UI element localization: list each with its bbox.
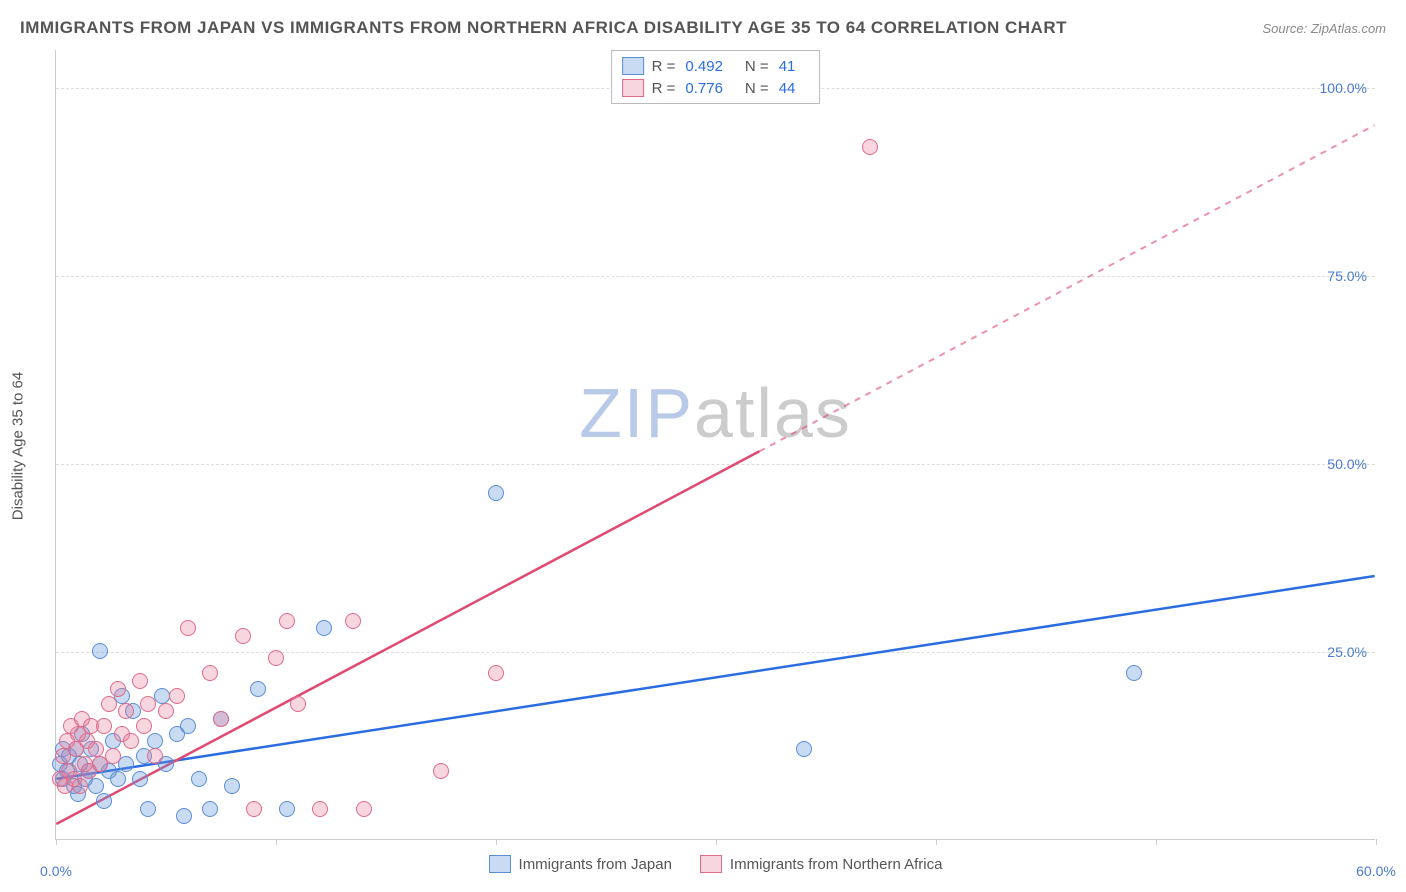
legend-label-japan: Immigrants from Japan [519, 856, 672, 873]
x-tick [496, 839, 497, 845]
point-nafrica [862, 139, 878, 155]
correlation-stats-legend: R = 0.492 N = 41 R = 0.776 N = 44 [611, 50, 821, 104]
x-tick-label: 0.0% [40, 863, 72, 879]
point-japan [132, 771, 148, 787]
point-japan [180, 718, 196, 734]
regression-lines [56, 50, 1375, 839]
swatch-japan-icon [622, 57, 644, 75]
chart-title: IMMIGRANTS FROM JAPAN VS IMMIGRANTS FROM… [20, 18, 1067, 38]
point-japan [279, 801, 295, 817]
point-japan [191, 771, 207, 787]
point-nafrica [158, 703, 174, 719]
point-nafrica [105, 748, 121, 764]
title-bar: IMMIGRANTS FROM JAPAN VS IMMIGRANTS FROM… [20, 18, 1386, 38]
point-nafrica [147, 748, 163, 764]
point-nafrica [290, 696, 306, 712]
point-nafrica [180, 620, 196, 636]
point-nafrica [279, 613, 295, 629]
point-japan [796, 741, 812, 757]
n-value-1: 41 [779, 58, 796, 75]
x-tick [1156, 839, 1157, 845]
point-nafrica [140, 696, 156, 712]
x-tick [56, 839, 57, 845]
point-japan [140, 801, 156, 817]
series-legend: Immigrants from Japan Immigrants from No… [489, 855, 943, 873]
point-nafrica [110, 681, 126, 697]
y-axis-label: Disability Age 35 to 64 [10, 372, 27, 520]
point-japan [1126, 665, 1142, 681]
point-japan [488, 485, 504, 501]
point-japan [88, 778, 104, 794]
r-label: R = [652, 80, 676, 97]
legend-label-nafrica: Immigrants from Northern Africa [730, 856, 943, 873]
stats-row-series-1: R = 0.492 N = 41 [622, 55, 810, 77]
point-nafrica [433, 763, 449, 779]
point-nafrica [72, 778, 88, 794]
x-tick [1376, 839, 1377, 845]
r-value-1: 0.492 [685, 58, 723, 75]
point-nafrica [169, 688, 185, 704]
point-japan [147, 733, 163, 749]
x-tick-label: 60.0% [1356, 863, 1396, 879]
point-japan [110, 771, 126, 787]
r-label: R = [652, 58, 676, 75]
point-nafrica [235, 628, 251, 644]
scatter-plot-area: ZIPatlas R = 0.492 N = 41 R = 0.776 N = … [55, 50, 1375, 840]
point-japan [176, 808, 192, 824]
n-label: N = [745, 80, 769, 97]
point-nafrica [356, 801, 372, 817]
x-tick [276, 839, 277, 845]
x-tick [716, 839, 717, 845]
x-tick [936, 839, 937, 845]
point-nafrica [202, 665, 218, 681]
point-nafrica [345, 613, 361, 629]
point-nafrica [136, 718, 152, 734]
point-nafrica [268, 650, 284, 666]
r-value-2: 0.776 [685, 80, 723, 97]
point-japan [96, 793, 112, 809]
point-japan [224, 778, 240, 794]
point-nafrica [488, 665, 504, 681]
point-nafrica [312, 801, 328, 817]
point-nafrica [132, 673, 148, 689]
swatch-nafrica-icon [622, 79, 644, 97]
point-japan [316, 620, 332, 636]
source-attribution: Source: ZipAtlas.com [1262, 21, 1386, 36]
legend-item-nafrica: Immigrants from Northern Africa [700, 855, 943, 873]
stats-row-series-2: R = 0.776 N = 44 [622, 77, 810, 99]
point-japan [250, 681, 266, 697]
point-nafrica [96, 718, 112, 734]
swatch-nafrica-icon [700, 855, 722, 873]
point-nafrica [118, 703, 134, 719]
swatch-japan-icon [489, 855, 511, 873]
n-label: N = [745, 58, 769, 75]
point-nafrica [88, 741, 104, 757]
point-japan [92, 643, 108, 659]
point-nafrica [213, 711, 229, 727]
n-value-2: 44 [779, 80, 796, 97]
point-nafrica [123, 733, 139, 749]
legend-item-japan: Immigrants from Japan [489, 855, 672, 873]
point-nafrica [101, 696, 117, 712]
point-japan [202, 801, 218, 817]
regression-line [56, 576, 1374, 779]
point-nafrica [246, 801, 262, 817]
regression-line-dashed [759, 125, 1374, 451]
